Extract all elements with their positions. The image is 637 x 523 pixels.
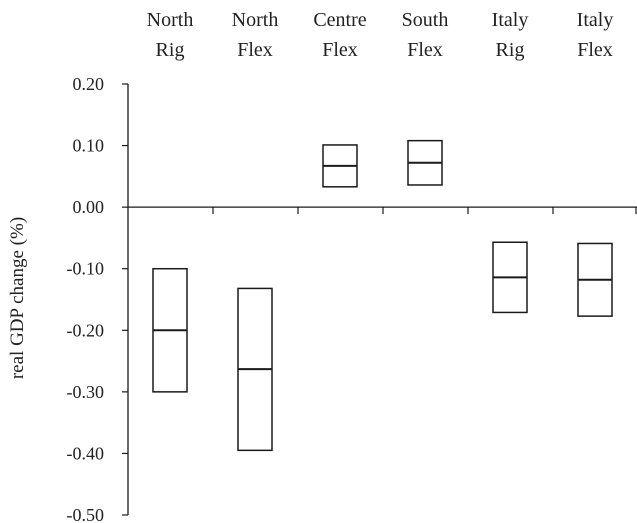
y-tick-label: 0.10 [73, 136, 105, 156]
category-label: Flex [237, 39, 273, 61]
category-labels: North Rig North Flex Centre Flex South Flex Ital… [147, 9, 614, 61]
boxes [152, 139, 613, 452]
y-tick-label: -0.50 [67, 505, 105, 523]
category-label: Rig [156, 39, 185, 61]
category-label: Italy [577, 9, 614, 31]
y-tick-label: -0.40 [67, 443, 105, 463]
y-axis-title: real GDP change (%) [7, 217, 28, 379]
category-label: Centre [313, 9, 366, 31]
category-label: Italy [492, 9, 529, 31]
category-label: North [147, 9, 194, 31]
y-tick-label: 0.20 [73, 74, 105, 94]
category-label: Flex [407, 39, 443, 61]
axes: 0.20 0.10 0.00 -0.10 -0.20 -0.30 -0.40 -0.50 [67, 74, 637, 523]
category-label: South [402, 9, 449, 31]
y-tick-label: -0.20 [67, 320, 105, 340]
category-label: Flex [577, 39, 613, 61]
category-label: Flex [322, 39, 358, 61]
y-tick-label: -0.30 [67, 382, 105, 402]
y-tick-label: -0.10 [67, 259, 105, 279]
category-label: Rig [496, 39, 525, 61]
y-tick-label: 0.00 [73, 197, 105, 217]
category-label: North [232, 9, 279, 31]
